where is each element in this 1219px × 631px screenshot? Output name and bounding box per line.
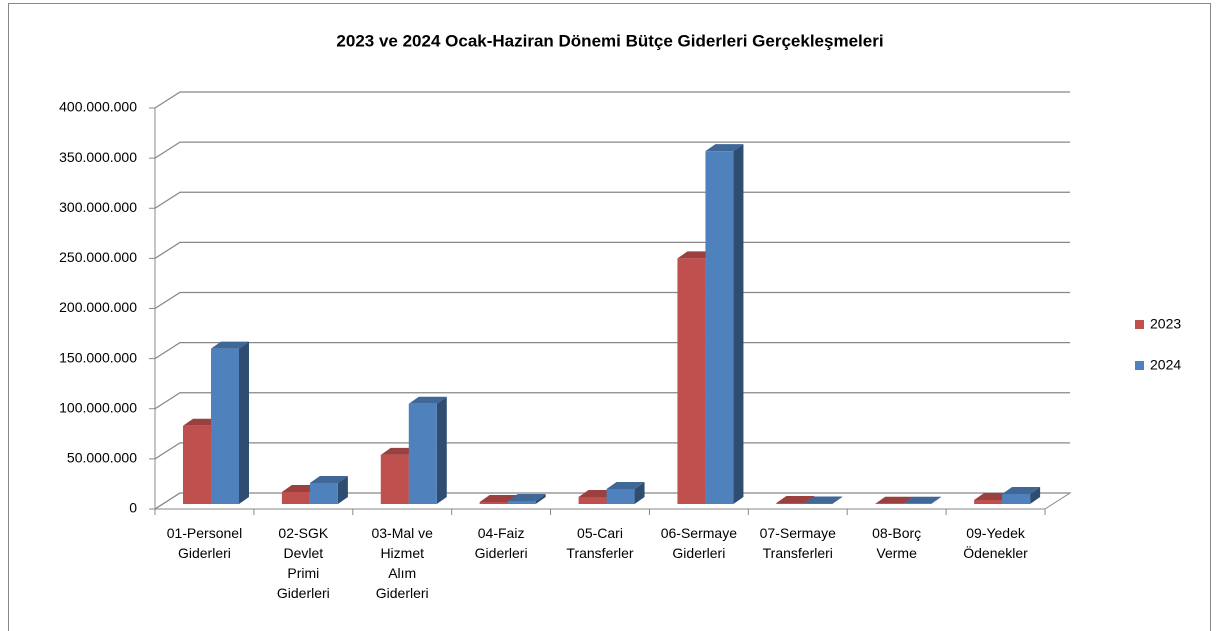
bar — [606, 481, 645, 504]
bar-face — [776, 502, 805, 504]
y-tick-label: 300.000.000 — [59, 199, 137, 215]
y-tick-label: 0 — [129, 500, 137, 516]
bar — [804, 496, 843, 504]
bar-face — [183, 425, 211, 504]
bar-face — [239, 341, 249, 504]
grid-line — [154, 341, 1070, 360]
y-tick-label: 250.000.000 — [59, 249, 137, 265]
bar — [211, 341, 249, 504]
bar-face — [776, 495, 815, 503]
bar-face — [507, 500, 536, 504]
y-tick-label: 200.000.000 — [59, 299, 137, 315]
bar — [408, 396, 447, 504]
bar-face — [211, 348, 239, 504]
x-tick-label: 05-Cari Transferler — [566, 525, 634, 561]
grid-line — [154, 241, 1070, 259]
bar-face — [535, 493, 546, 504]
bar — [1002, 486, 1041, 504]
grid-line — [154, 91, 1070, 109]
bar — [705, 144, 744, 504]
bar-face — [606, 481, 645, 489]
x-tick-label: 06-Sermaye Giderleri — [660, 525, 737, 561]
bar-face — [309, 475, 348, 483]
legend-swatch — [1135, 361, 1144, 370]
grid-line — [154, 141, 1070, 159]
x-tick-label: 08-Borç Verme — [872, 525, 922, 561]
x-tick-label: 01-Personel Giderleri — [166, 525, 243, 561]
bar-face — [380, 454, 409, 504]
bar-face — [1030, 486, 1041, 504]
bar-face — [507, 493, 546, 501]
bar-face — [804, 496, 843, 504]
grid-line — [154, 442, 1070, 460]
y-tick-label: 100.000.000 — [59, 399, 137, 415]
y-tick-label: 350.000.000 — [59, 149, 137, 165]
x-tick-label: 02-SGK Devlet Primi Giderleri — [276, 525, 330, 601]
bar-face — [479, 494, 518, 502]
y-tick-label: 50.000.000 — [67, 450, 137, 466]
bar — [903, 496, 942, 504]
bar-face — [1002, 493, 1031, 504]
bar-face — [606, 488, 635, 504]
bar-face — [875, 496, 914, 504]
bar-face — [974, 499, 1003, 504]
legend-label: 2023 — [1150, 316, 1181, 332]
bar-face — [408, 403, 437, 504]
bar-face — [733, 144, 744, 504]
bar — [309, 475, 348, 504]
bar-face — [832, 496, 843, 504]
x-tick-label: 07-Sermaye Transferleri — [759, 525, 836, 561]
bar-face — [931, 496, 942, 504]
bar — [507, 493, 546, 504]
y-tick-label: 400.000.000 — [59, 99, 137, 115]
bar-face — [705, 144, 744, 152]
bar-face — [408, 396, 447, 404]
bar-face — [211, 341, 249, 349]
bar-face — [436, 396, 447, 504]
bar-face — [578, 496, 607, 504]
frame — [8, 3, 1211, 631]
x-tick-label: 09-Yedek Ödenekler — [963, 525, 1028, 561]
legend-label: 2024 — [1150, 357, 1181, 373]
grid-line — [154, 492, 1070, 510]
grid-line — [154, 392, 1070, 410]
grid-line — [154, 291, 1070, 310]
bar-face — [705, 151, 734, 504]
chart-title: 2023 ve 2024 Ocak-Haziran Dönemi Bütçe G… — [336, 31, 883, 50]
bar-face — [479, 501, 508, 504]
bar-face — [634, 481, 645, 504]
legend-swatch — [1135, 320, 1144, 329]
bar-face — [677, 258, 706, 504]
x-tick-label: 04-Faiz Giderleri — [474, 525, 528, 561]
bar-face — [281, 491, 310, 504]
bar-face — [903, 496, 942, 504]
bar-face — [309, 482, 338, 504]
bar-face — [337, 475, 348, 504]
x-tick-label: 03-Mal ve Hizmet Alım Giderleri — [371, 525, 433, 601]
bar-face — [1002, 486, 1041, 494]
grid-line — [154, 191, 1070, 209]
bar-face — [804, 503, 833, 504]
y-tick-label: 150.000.000 — [59, 349, 137, 365]
